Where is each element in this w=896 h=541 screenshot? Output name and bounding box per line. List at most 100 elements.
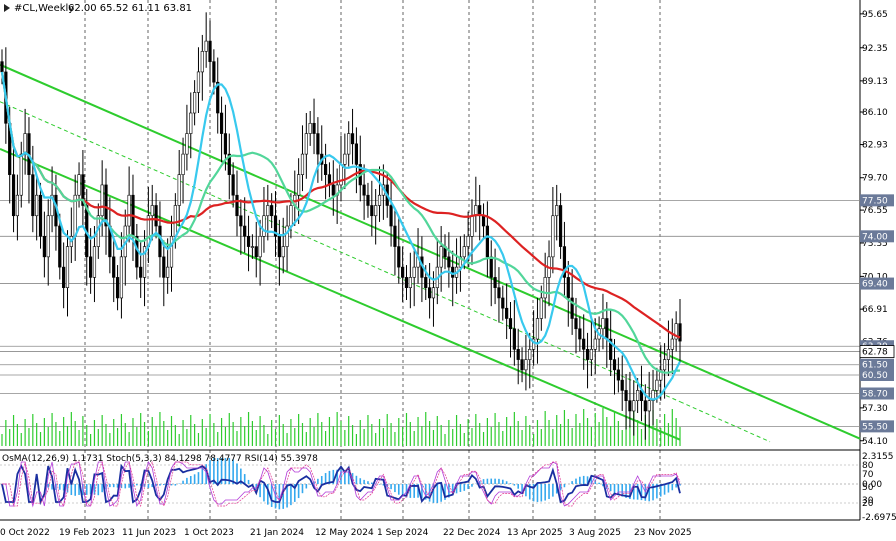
y-tick-label: 95.65 (862, 10, 888, 20)
candle-body (408, 277, 412, 288)
x-tick-label: 23 Nov 2025 (634, 528, 692, 538)
ma-fast-line (0, 71, 681, 401)
y-tick-label: 54.10 (862, 437, 888, 447)
candle-body (524, 359, 528, 371)
candle-body (77, 174, 81, 196)
candle-body (424, 277, 428, 288)
candle-body (316, 133, 320, 155)
y-tick-label: 57.30 (862, 404, 888, 414)
candle-body (65, 246, 70, 288)
candle-body (270, 205, 274, 217)
level-label-box (860, 387, 894, 400)
candle-body (532, 338, 536, 350)
level-label-box (860, 230, 894, 243)
candle-body (231, 174, 235, 196)
candle-body (139, 266, 143, 278)
indicator-tick-label: 0.00 (862, 480, 882, 490)
candle-body (624, 390, 628, 401)
candle-body (193, 92, 197, 114)
candle-body (189, 112, 193, 134)
x-tick-label: 22 Dec 2024 (443, 528, 501, 538)
candle-body (243, 225, 247, 237)
candle-body (162, 256, 166, 278)
candle-body (397, 246, 401, 268)
x-tick-label: 1 Sep 2024 (377, 528, 429, 538)
candle-body (31, 174, 35, 217)
level-label-text: 61.50 (862, 361, 888, 371)
channel-line (0, 148, 681, 441)
indicator-tick-label: 20 (862, 499, 874, 509)
candle-body (19, 153, 23, 196)
level-label-box (860, 277, 894, 290)
candle-body (235, 194, 239, 217)
candle-body (223, 133, 228, 155)
candle-body (389, 205, 393, 227)
candle-body (158, 225, 162, 258)
candle-body (216, 81, 220, 114)
candle-body (609, 338, 613, 360)
candle-body (119, 256, 124, 299)
candle-body (605, 318, 609, 340)
candle-body (212, 61, 216, 83)
y-tick-label: 79.70 (862, 174, 888, 184)
level-label-text: 69.40 (862, 280, 888, 290)
volume-bars (1, 408, 681, 446)
candle-body (181, 153, 185, 175)
moving-averages (0, 71, 681, 401)
ma-slow-line (0, 71, 681, 339)
level-label-box (860, 194, 894, 207)
candle-body (636, 390, 640, 401)
channel-line (0, 101, 681, 403)
candle-body (585, 349, 590, 360)
candle-body (89, 256, 93, 278)
chart-symbol-header: #CL,Weekly (14, 3, 74, 14)
candle-body (92, 246, 97, 278)
candle-body (616, 369, 620, 381)
candle-body (362, 184, 366, 196)
indicator-tick-label: 70 (862, 470, 874, 480)
candle-body (15, 194, 20, 217)
candle-body (501, 297, 505, 309)
candle-body (100, 184, 104, 217)
level-label-text: 60.50 (862, 371, 888, 381)
x-tick-label: 19 Feb 2023 (59, 528, 115, 538)
candle-body (323, 164, 328, 175)
candle-body (154, 205, 158, 227)
y-tick-label: 82.93 (862, 141, 888, 151)
candle-body (601, 318, 605, 330)
candle-body (659, 369, 663, 381)
candle-body (551, 215, 555, 258)
candle-body (208, 40, 212, 62)
candle-body (374, 205, 378, 217)
candle-body (593, 338, 597, 350)
trend-channels (0, 63, 861, 443)
candle-body (204, 40, 208, 52)
indicator-tick-label: 80 (862, 461, 874, 471)
candle-body (404, 277, 409, 288)
candle-body (81, 174, 85, 206)
candle-body (273, 215, 278, 237)
candle-body (127, 194, 131, 227)
candle-body (578, 328, 582, 340)
candle-body (366, 194, 370, 206)
candle-body (297, 174, 301, 196)
candle-body (643, 400, 647, 412)
candle-body (354, 143, 359, 165)
candle-body (582, 338, 586, 350)
level-label-text: 55.50 (862, 422, 888, 432)
candle-body (46, 215, 50, 258)
candle-body (300, 153, 305, 175)
candle-body (258, 236, 262, 258)
indicator-tick-label: 30 (862, 496, 874, 506)
candle-body (304, 133, 308, 155)
level-label-box (859, 345, 895, 358)
channel-line (679, 401, 771, 443)
x-tick-label: 12 May 2024 (315, 528, 374, 538)
candle-body (539, 297, 543, 319)
candle-body (239, 215, 243, 227)
candle-body (166, 266, 170, 278)
indicator-pane (0, 458, 860, 510)
candle-body (431, 287, 436, 299)
candle-body (401, 266, 405, 278)
